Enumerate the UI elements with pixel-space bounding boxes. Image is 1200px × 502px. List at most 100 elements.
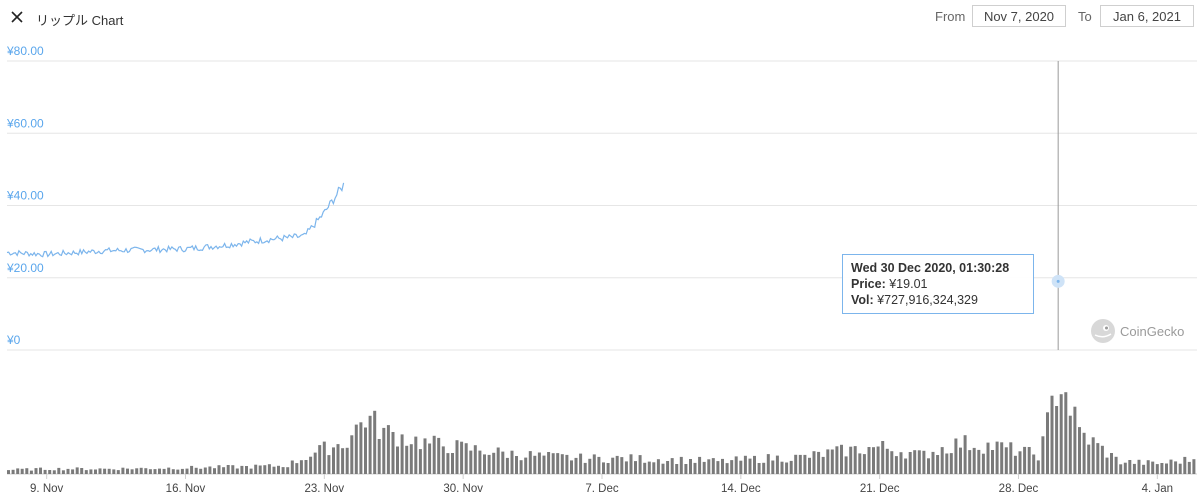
volume-bar [441, 446, 445, 474]
volume-bar [524, 457, 528, 474]
volume-bar [405, 445, 409, 474]
volume-bar [345, 447, 349, 474]
y-axis-ticks: ¥0 ¥20.00 ¥40.00 ¥60.00 ¥80.00 [6, 44, 44, 347]
volume-bar [29, 470, 33, 474]
volume-bar [940, 447, 944, 474]
tooltip-vol-label: Vol: [851, 293, 874, 307]
volume-bar [867, 447, 871, 474]
volume-bar [66, 468, 70, 474]
volume-bar [812, 451, 816, 474]
volume-bar [949, 453, 953, 474]
x-tick-label: 28. Dec [999, 483, 1039, 495]
volume-bar [382, 427, 386, 474]
volume-bar [981, 453, 985, 474]
volume-bar [391, 432, 395, 474]
volume-bar [1100, 445, 1104, 474]
tooltip-vol-value: ¥727,916,324,329 [877, 293, 978, 307]
from-date-input[interactable]: Nov 7, 2020 [972, 5, 1066, 27]
volume-bar [570, 460, 573, 474]
volume-bar [1187, 461, 1191, 474]
volume-bar [542, 455, 546, 474]
volume-bar [1178, 463, 1182, 474]
volume-bar [34, 468, 38, 474]
volume-bar [304, 460, 308, 474]
volume-bar [785, 462, 789, 474]
volume-bar [418, 449, 422, 474]
y-tick-label: ¥80.00 [6, 44, 44, 58]
volume-bar [803, 454, 807, 474]
volume-bar [794, 454, 798, 474]
volume-bar [766, 454, 770, 474]
volume-bar [400, 434, 404, 474]
volume-bar [679, 456, 683, 474]
close-icon[interactable] [8, 8, 26, 26]
volume-bar [675, 464, 679, 474]
x-tick-label: 21. Dec [860, 483, 900, 495]
volume-bar [322, 441, 326, 474]
volume-bar [231, 465, 235, 474]
volume-bar [1128, 460, 1132, 474]
volume-bar [1032, 454, 1036, 474]
volume-bar [899, 452, 903, 474]
volume-bar [185, 468, 189, 474]
volume-bar [194, 467, 198, 474]
volume-bar [748, 458, 752, 474]
x-tick-label: 30. Nov [443, 483, 483, 495]
volume-bar [963, 435, 967, 474]
volume-bar [560, 454, 564, 474]
x-axis-ticks: 9. Nov 16. Nov 23. Nov 30. Nov 7. Dec 14. Dec… [30, 474, 1173, 495]
volume-bar [611, 457, 615, 474]
volume-bar [647, 461, 651, 474]
volume-bar [71, 469, 75, 474]
volume-bar [1132, 463, 1136, 474]
volume-bar [171, 469, 175, 474]
volume-bar [1091, 437, 1095, 474]
volume-bar [1068, 415, 1072, 474]
price-line [6, 182, 345, 258]
volume-bar [840, 444, 843, 474]
volume-bar [222, 467, 226, 474]
volume-bar [1004, 447, 1008, 474]
volume-bar [1165, 463, 1168, 474]
volume-bar [798, 454, 802, 474]
volume-bar [656, 459, 660, 474]
volume-bar [327, 455, 331, 474]
volume-bar [299, 460, 303, 474]
volume-bar [579, 453, 583, 474]
volume-bar [762, 462, 766, 474]
volume-bar [620, 457, 624, 474]
volume-bar [135, 468, 139, 474]
volume-bar [409, 444, 413, 474]
gecko-logo-icon [1091, 319, 1115, 343]
coingecko-watermark: CoinGecko [1090, 318, 1184, 344]
volume-bar [428, 443, 432, 474]
volume-bar [75, 467, 79, 474]
volume-bar [1174, 461, 1178, 474]
volume-bar [528, 451, 532, 474]
volume-bar [295, 463, 299, 474]
volume-bar [757, 463, 761, 474]
volume-bar [670, 458, 674, 474]
volume-bar [263, 465, 267, 474]
volume-bar [721, 458, 724, 474]
volume-bar [451, 453, 454, 474]
volume-bar [1082, 432, 1086, 474]
volume-bar [716, 461, 720, 474]
volume-bar [972, 447, 976, 474]
volume-bar [98, 468, 102, 474]
volume-bar [121, 467, 125, 474]
volume-bar [510, 450, 514, 474]
volume-bar [1023, 446, 1027, 474]
volume-bar [629, 454, 633, 474]
volume-bar [954, 438, 958, 474]
volume-bar [551, 453, 555, 474]
volume-bar [1013, 455, 1017, 474]
to-date-input[interactable]: Jan 6, 2021 [1100, 5, 1194, 27]
volume-bar [432, 435, 436, 474]
volume-bar [835, 446, 839, 474]
volume-bar [1018, 451, 1022, 474]
volume-bar [57, 467, 61, 474]
volume-bar [556, 453, 560, 474]
volume-bar [734, 456, 738, 474]
